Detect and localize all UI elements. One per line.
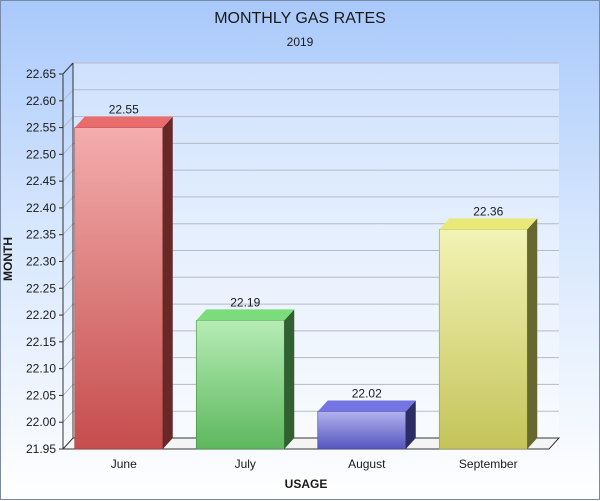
gridline-side [62, 196, 74, 209]
y-tick-label: 22.25 [26, 281, 56, 295]
bar-top [74, 116, 173, 128]
bar-front [317, 411, 407, 450]
gridline-side [62, 410, 74, 423]
gridline-side [62, 276, 74, 289]
bar-august [317, 400, 416, 450]
bars [74, 116, 538, 450]
bar-side [284, 309, 295, 449]
bar-front [438, 229, 528, 450]
x-tick-label: July [235, 457, 256, 471]
y-tick-label: 22.60 [26, 94, 56, 108]
data-label: 22.19 [230, 295, 260, 309]
y-tick-label: 22.65 [26, 67, 56, 81]
bar-front [195, 320, 285, 450]
y-axis-top [62, 62, 74, 75]
gridline-side [62, 143, 74, 155]
gridline-side [62, 250, 74, 262]
y-tick-label: 22.55 [26, 121, 56, 135]
chart-title: MONTHLY GAS RATES [214, 10, 386, 27]
gridline-side [62, 384, 74, 396]
labels: 22.55 June 22.19 July 22.02 August 22.36 Septem… [109, 103, 518, 471]
data-label: 22.02 [352, 387, 382, 401]
y-tick-label: 22.20 [26, 308, 56, 322]
chart-subtitle: 2019 [286, 35, 314, 49]
x-axis-title: USAGE [284, 477, 328, 491]
gridline-side [62, 116, 74, 128]
gridline-side [62, 89, 74, 102]
y-tick-label: 22.10 [26, 362, 56, 376]
gridline-side [62, 357, 74, 369]
y-tick-label: 22.30 [26, 255, 56, 269]
data-label: 22.55 [109, 103, 139, 117]
bar-september [438, 218, 538, 450]
gridline-side [62, 330, 74, 343]
gridline-side [62, 169, 74, 182]
bar-top [196, 309, 295, 321]
y-tick-label: 22.35 [26, 228, 56, 242]
y-tick-label: 22.40 [26, 201, 56, 215]
y-tick-label: 22.15 [26, 335, 56, 349]
y-tick-label: 22.50 [26, 147, 56, 161]
axes: 21.95 22.00 22.05 22.10 22.15 22.20 22.25 22.30… [26, 62, 561, 456]
x-tick-label: June [111, 457, 137, 471]
x-tick-label: August [348, 457, 386, 471]
data-label: 22.36 [473, 204, 503, 218]
bar-front [74, 127, 164, 450]
y-tick-label: 22.45 [26, 174, 56, 188]
bar-side [405, 400, 416, 449]
bar-top [439, 218, 538, 230]
gridline-side [62, 223, 74, 236]
y-tick-label: 22.05 [26, 388, 56, 402]
bar-side [162, 116, 173, 450]
bar-july [195, 309, 295, 450]
y-tick-label: 21.95 [26, 442, 56, 456]
bar-top [317, 400, 416, 412]
bar-june [74, 116, 173, 450]
gridline-side [62, 303, 74, 316]
x-tick-label: September [459, 457, 518, 471]
y-tick-label: 22.00 [26, 415, 56, 429]
bar-side [527, 218, 538, 449]
